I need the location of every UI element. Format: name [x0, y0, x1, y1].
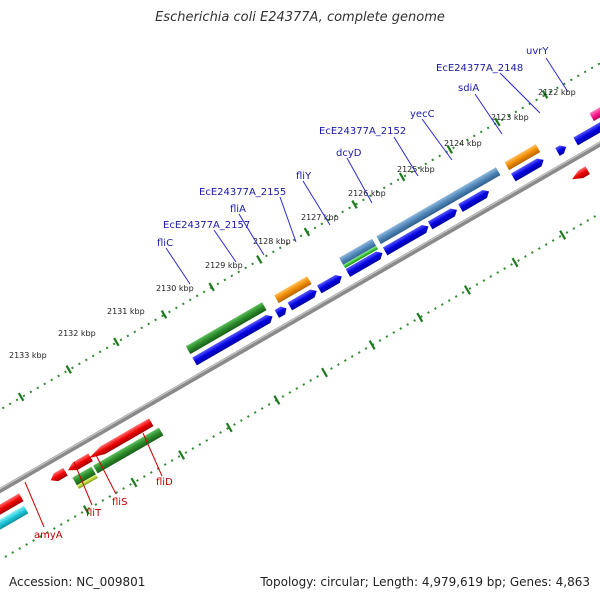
accession-text: Accession: NC_009801 [9, 575, 146, 589]
feature-blue-3[interactable] [287, 287, 319, 311]
feature-red-left[interactable] [0, 493, 24, 542]
feature-blue-8[interactable] [458, 188, 491, 212]
feature-sdiA[interactable] [504, 144, 541, 171]
feature-blue-6[interactable] [382, 223, 431, 256]
kbp-label: 2127 kbp [301, 213, 339, 222]
feature-fliS-green[interactable] [72, 466, 96, 486]
feature-red-small[interactable] [570, 166, 590, 183]
gene-label-fliT[interactable]: fliT [86, 508, 102, 519]
track-group [0, 51, 600, 566]
kbp-label: 2124 kbp [444, 139, 482, 148]
feature-blue-5[interactable] [345, 249, 385, 277]
gene-label-amyA[interactable]: amyA [34, 530, 63, 541]
feature-blue-9[interactable] [511, 156, 546, 182]
kbp-label: 2123 kbp [491, 113, 529, 122]
feature-fliD[interactable] [87, 418, 154, 462]
feature-blue-1[interactable] [192, 313, 274, 366]
feature-fliY-lower[interactable] [343, 245, 379, 269]
gene-label-EcE24377A-2148[interactable]: EcE24377A_2148 [436, 63, 523, 74]
forward-gene-row [192, 117, 600, 366]
feature-EcE24377A-2152[interactable] [376, 167, 501, 245]
feature-blue-7[interactable] [427, 206, 459, 230]
kbp-label: 2122 kbp [538, 88, 576, 97]
topology-text: Topology: circular; Length: 4,979,619 bp… [260, 575, 590, 589]
genome-backbone-highlight [0, 101, 600, 523]
feature-fliC[interactable] [185, 302, 267, 355]
kbp-label: 2131 kbp [107, 307, 145, 316]
kbp-label: 2130 kbp [156, 284, 194, 293]
feature-blue-10[interactable] [555, 143, 568, 156]
inner-ruler [0, 164, 600, 566]
gene-label-fliA[interactable]: fliA [230, 204, 246, 215]
gene-label-yecC[interactable]: yecC [410, 109, 435, 120]
gene-label-dcyD[interactable]: dcyD [336, 148, 362, 159]
gene-label-uvrY[interactable]: uvrY [526, 46, 549, 57]
map-title: Escherichia coli E24377A, complete genom… [155, 10, 445, 25]
kbp-label: 2125 kbp [397, 165, 435, 174]
gene-label-fliS[interactable]: fliS [112, 497, 127, 508]
gene-label-fliD[interactable]: fliD [156, 477, 173, 488]
top-leaders [165, 57, 569, 285]
kbp-label: 2128 kbp [253, 237, 291, 246]
genome-backbone [0, 100, 600, 526]
feature-fliS[interactable] [66, 453, 93, 474]
bottom-gene-labels: fliD fliS fliT amyA [34, 477, 173, 541]
kbp-label: 2132 kbp [58, 329, 96, 338]
feature-fliS-yellow[interactable] [76, 474, 98, 489]
kbp-label: 2129 kbp [205, 261, 243, 270]
gene-label-fliC[interactable]: fliC [157, 238, 173, 249]
gene-label-EcE24377A-2152[interactable]: EcE24377A_2152 [319, 126, 406, 137]
feature-amyA[interactable] [0, 505, 29, 553]
feature-fliT[interactable] [48, 467, 68, 484]
gene-label-fliY[interactable]: fliY [296, 171, 312, 182]
gene-label-EcE24377A-2155[interactable]: EcE24377A_2155 [199, 187, 286, 198]
gene-label-EcE24377A-2157[interactable]: EcE24377A_2157 [163, 220, 250, 231]
bottom-leaders [24, 432, 163, 528]
major-ticks [17, 89, 567, 515]
feature-fliA[interactable] [274, 276, 312, 304]
reverse-gene-row [0, 166, 590, 542]
gene-label-sdiA[interactable]: sdiA [458, 83, 479, 94]
kbp-label: 2133 kbp [9, 351, 47, 360]
feature-uvrY[interactable] [589, 106, 600, 122]
top-gene-labels: uvrY EcE24377A_2148 sdiA yecC EcE24377A_… [157, 46, 549, 249]
feature-fliY[interactable] [339, 238, 377, 266]
feature-blue-4[interactable] [317, 273, 344, 294]
feature-blue-11[interactable] [573, 117, 600, 146]
feature-blue-2[interactable] [274, 305, 289, 318]
